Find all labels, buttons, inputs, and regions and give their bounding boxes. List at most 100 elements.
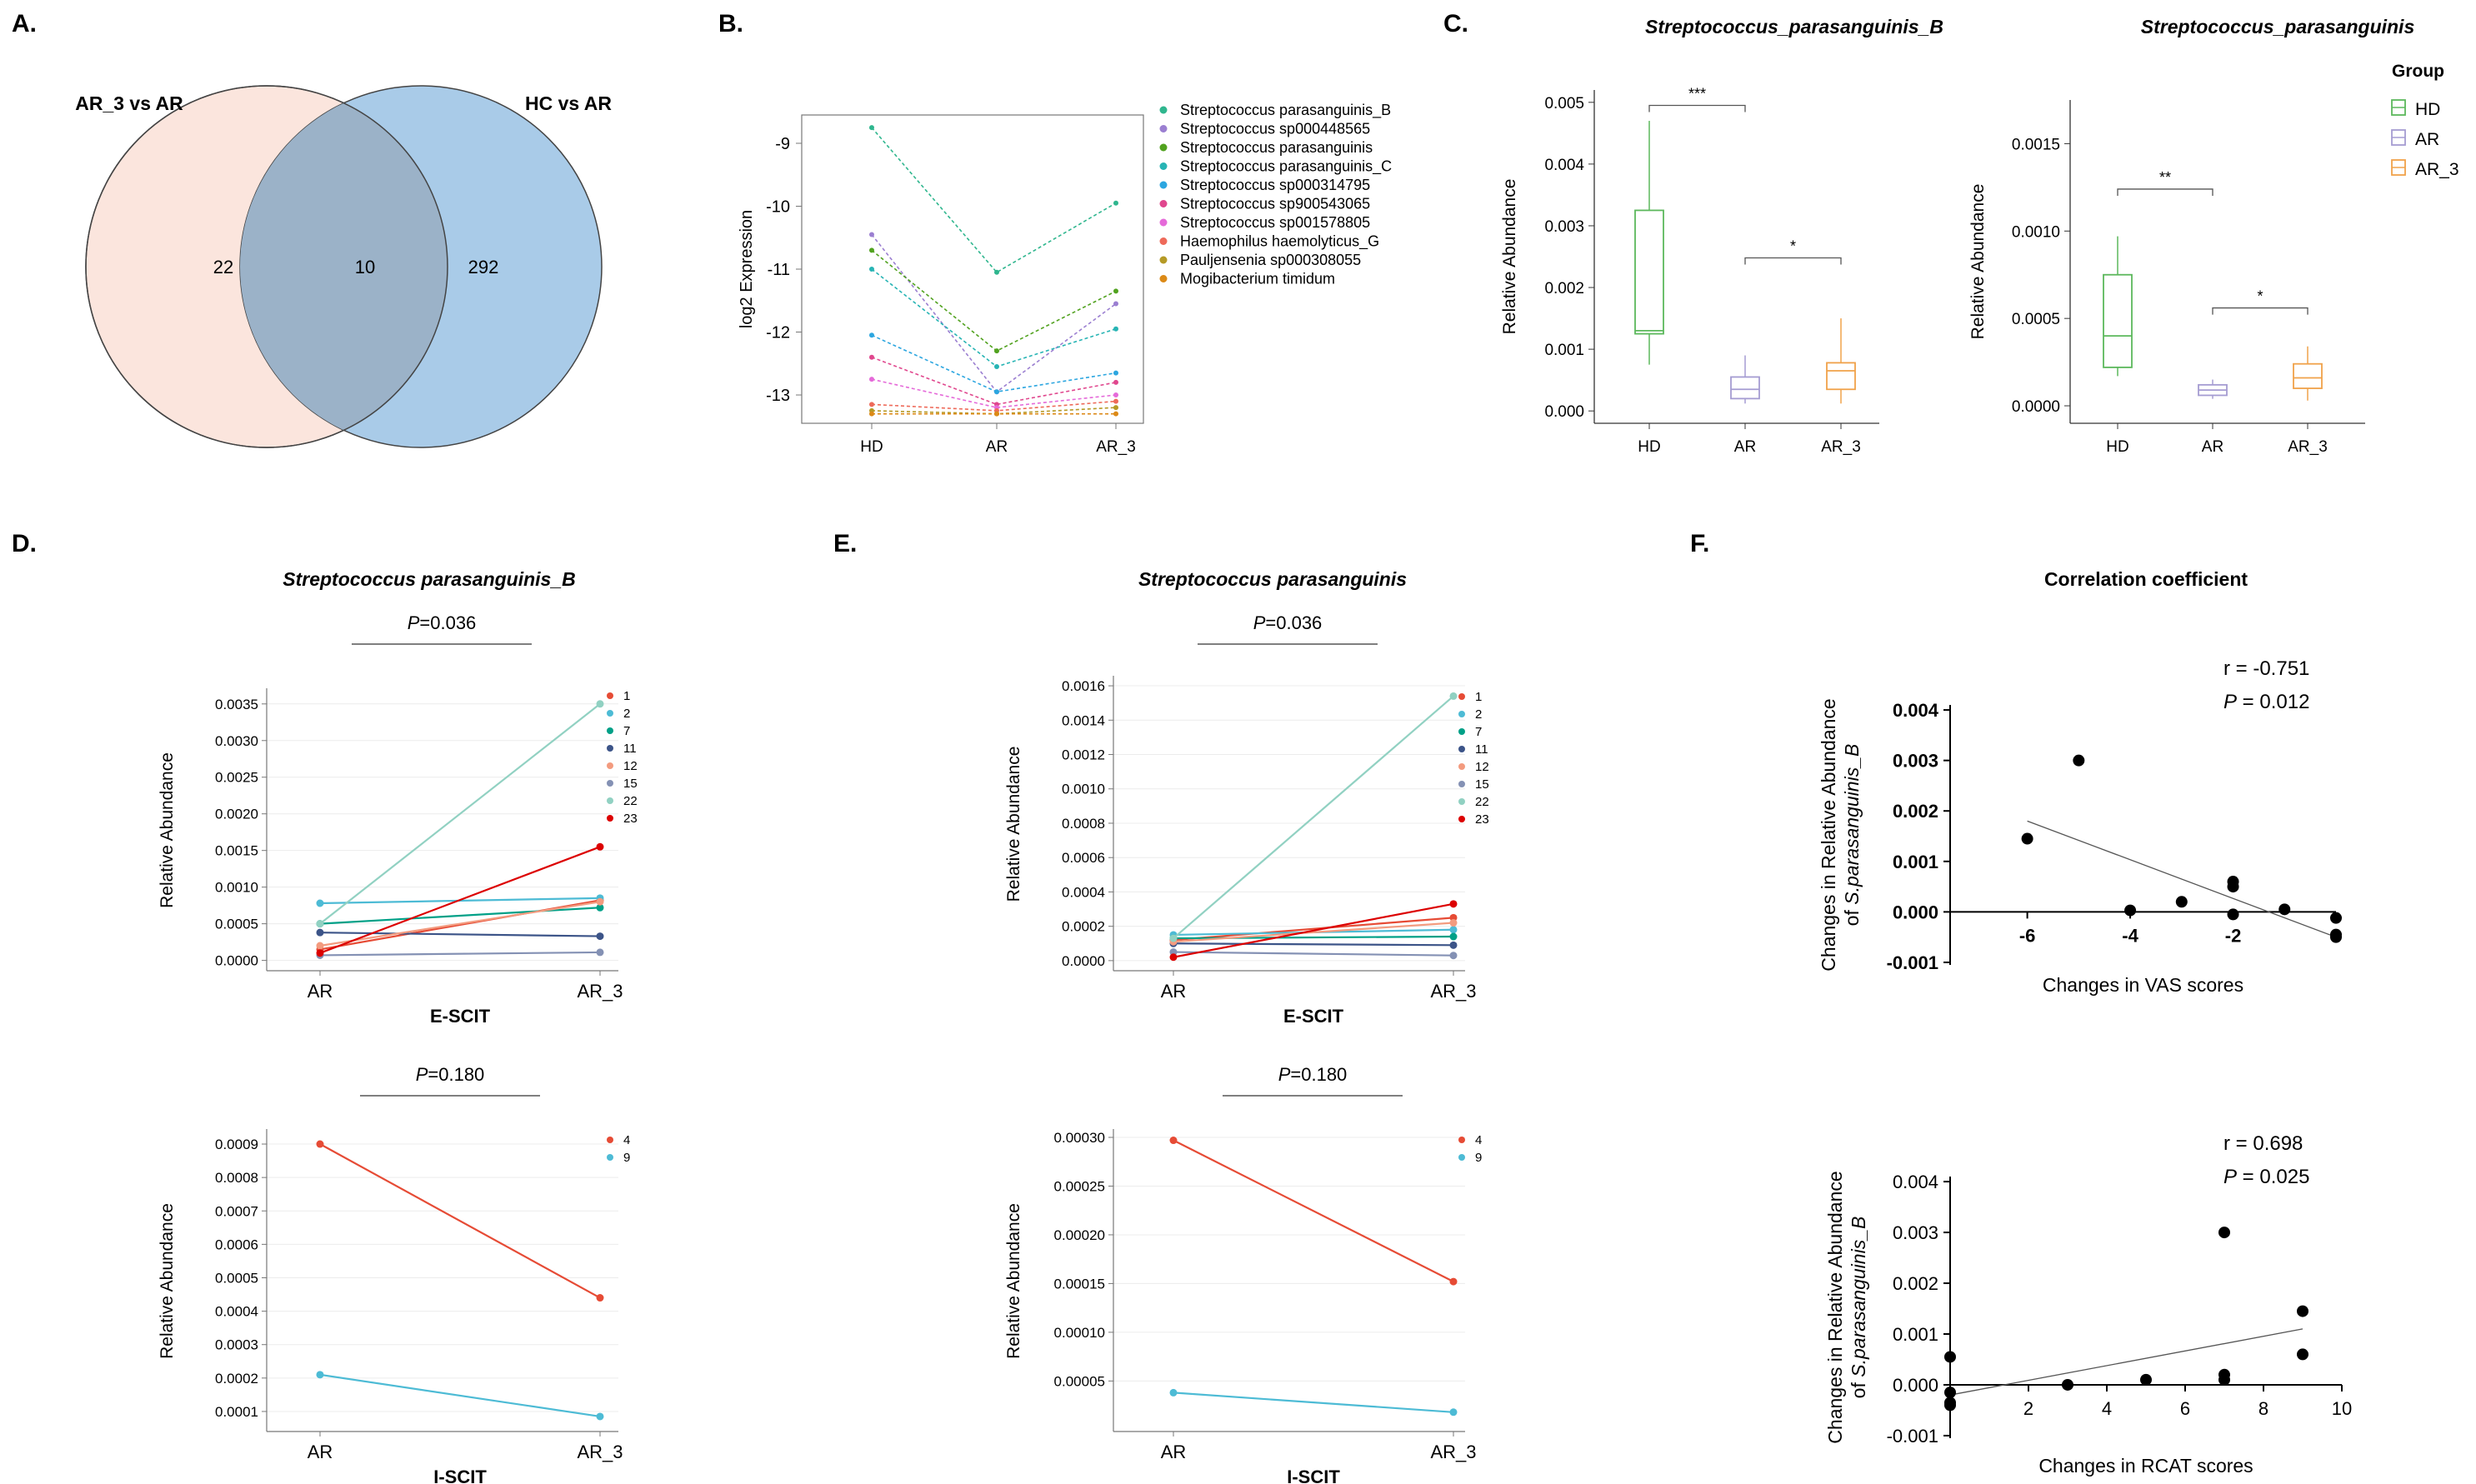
y-tick-label: 0.0016 [1062,678,1105,694]
y-tick-label: 0.0004 [215,1304,258,1320]
paired-chart-e-escit: Streptococcus parasanguinis P=0.036 0.0000… [1004,568,1489,1027]
correlation-r: r = -0.751 [2223,657,2309,680]
significance-bracket [2212,307,2308,315]
y-tick-label: -0.001 [1887,1426,1938,1447]
subject-point [1449,941,1458,949]
p-symbol: P [1253,612,1266,633]
series-point [869,402,874,407]
legend-marker [1458,728,1465,735]
expression-line-chart: -9 -10 -11 -12 -13 HD AR AR_3 log2 Expression Str… [738,102,1392,456]
scatter-point [2124,904,2137,917]
scatter-point [2297,1348,2308,1361]
subject-point [1169,1388,1178,1397]
legend-marker [1458,763,1465,770]
scatter-point [2227,881,2239,893]
legend-marker [607,780,613,787]
y-tick-label: 0.003 [1893,1222,1938,1243]
venn-right-only-count: 292 [468,257,499,277]
subject-point [316,928,324,937]
scatter-point [2330,912,2342,924]
subject-line [1173,695,1454,939]
series-point [1113,370,1118,376]
series-point [869,267,874,272]
paired-chart-e-iscit: P=0.180 0.00005 0.00010 0.00015 0.00020 0.000… [1004,1064,1482,1484]
legend-marker [1458,798,1465,805]
legend-marker [607,797,613,804]
venn-intersection-count: 10 [355,257,375,277]
y-tick-label: 0.00020 [1054,1227,1105,1243]
series-point [994,389,999,395]
x-axis-label: I-SCIT [1287,1467,1340,1484]
series-line [871,127,1117,273]
y-tick-label: 0.0008 [1062,816,1105,832]
legend-label: Streptococcus parasanguinis_B [1180,102,1391,119]
x-axis-label: Changes in VAS scores [2043,974,2243,996]
legend-label: 22 [1475,795,1489,809]
legend-marker [1458,816,1465,822]
subject-line [319,1143,601,1299]
subject-point [316,920,324,928]
panel-label-e: E. [833,530,857,557]
subject-point [1449,692,1458,700]
legend-label: AR_3 [2415,160,2459,179]
subject-point [596,842,604,851]
legend-marker [1458,1137,1465,1143]
scatter-point [1944,1351,1956,1363]
legend-marker [1159,218,1168,227]
legend-marker [1159,256,1168,264]
regression-line [1949,1328,2303,1396]
scatter-point [2218,1227,2230,1239]
subject-point [1169,934,1178,942]
x-tick-label: AR [1734,438,1756,456]
regression-line [2027,820,2337,938]
legend-marker [1159,143,1168,152]
series-point [869,247,874,253]
y-axis-label-line1: Changes in Relative Abundance [1818,698,1839,971]
x-axis-label: Changes in RCAT scores [2038,1455,2253,1477]
y-tick-label: 0.001 [1893,852,1938,872]
subject-point [1449,926,1458,934]
legend-label: Streptococcus sp000448565 [1180,121,1370,137]
series-point [994,411,999,417]
y-axis-label: Relative Abundance [1004,747,1023,902]
legend-marker [1458,1154,1465,1161]
y-tick-label: 0.000 [1544,403,1584,421]
p-symbol: P [416,1064,428,1085]
y-tick-label: 0.0004 [1062,884,1105,900]
subject-point [596,903,604,912]
subject-line [1173,1392,1454,1413]
x-axis-label: E-SCIT [1283,1006,1344,1027]
subject-point [1169,1137,1178,1145]
series-point [1113,405,1118,411]
series-point [1113,411,1118,417]
x-tick-label: AR [986,438,1008,456]
legend-label: Streptococcus sp900543065 [1180,196,1370,212]
scatter-chart-vas: Correlation coefficient r = -0.751 P = 0.0… [1818,568,2342,996]
significance-label: * [2257,288,2263,305]
legend-label: Streptococcus sp000314795 [1180,177,1370,193]
series-point [869,354,874,360]
legend-label: 1 [1475,690,1482,704]
p-value: =0.036 [419,612,476,633]
p-symbol: P [2223,691,2237,713]
subject-line [319,907,601,925]
y-axis-label: Relative Abundance [158,752,177,908]
x-tick-label: AR_3 [577,1442,623,1462]
series-point [1113,288,1118,294]
box-plot-parasanguinis: Streptococcus_parasanguinis 0.0000 0.0005 0… [1968,16,2459,456]
subject-point [1449,913,1458,922]
venn-overlap [240,86,448,447]
box-body [1826,362,1856,391]
scatter-point [2297,1305,2308,1317]
x-tick-label: 6 [2180,1398,2190,1419]
legend-marker [1458,781,1465,787]
significance-label: * [1790,237,1796,254]
y-tick-label: 0.003 [1893,751,1938,772]
legend-marker [1159,162,1168,170]
y-tick-label: 0.0005 [215,1270,258,1286]
x-tick-label: HD [2106,438,2128,456]
y-tick-label: 0.0008 [215,1170,258,1186]
subject-point [596,897,604,906]
x-tick-label: AR_3 [577,981,623,1002]
